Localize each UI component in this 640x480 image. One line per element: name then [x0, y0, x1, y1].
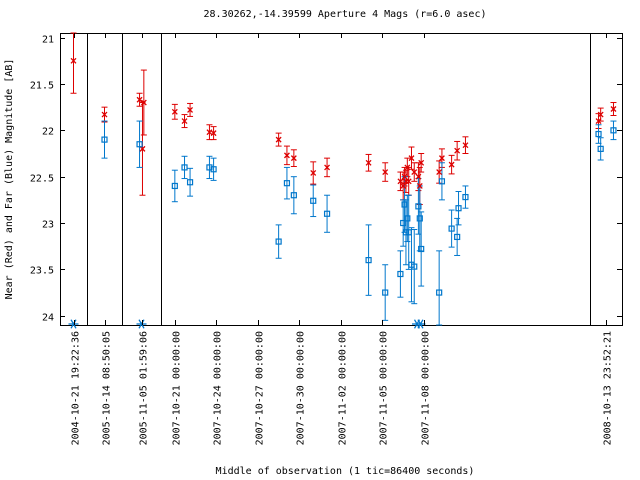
y-tick-label: 22 — [42, 127, 54, 138]
near-point — [438, 155, 445, 162]
far-point — [416, 215, 423, 222]
near-point — [206, 129, 213, 136]
near-point — [382, 169, 389, 176]
far-point — [610, 127, 617, 134]
far-point — [597, 145, 604, 152]
near-point — [595, 118, 602, 125]
x-tick-label: 2005-10-14 08:50:05 — [102, 331, 113, 445]
y-tick-label: 23.5 — [30, 266, 54, 277]
near-point — [462, 142, 469, 149]
far-point — [400, 219, 407, 227]
chart-title: 28.30262,-14.39599 Aperture 4 Mags (r=6.… — [204, 9, 487, 20]
near-point — [181, 118, 188, 125]
far-point — [310, 197, 317, 204]
near-point — [454, 147, 461, 154]
far-point — [275, 238, 282, 245]
near-point — [405, 178, 412, 185]
near-point — [324, 164, 331, 171]
y-tick-label: 21 — [42, 35, 54, 46]
x-tick-label: 2007-10-24 00:00:00 — [213, 331, 224, 445]
y-tick-label: 21.5 — [30, 81, 54, 92]
near-point — [415, 173, 422, 180]
near-point — [411, 169, 418, 176]
far-point — [438, 178, 446, 185]
y-axis: 21 21.5 22 22.5 23 23.5 24 — [30, 35, 622, 324]
near-point — [404, 164, 411, 171]
near-point — [210, 130, 217, 137]
far-point — [181, 164, 188, 171]
x-tick-label: 2007-10-21 00:00:00 — [172, 331, 183, 445]
x-tick-label: 2008-10-13 23:52:21 — [603, 331, 614, 445]
error-bars — [70, 32, 617, 326]
near-point — [597, 111, 604, 118]
near-point — [610, 106, 617, 112]
far-point — [404, 215, 411, 222]
near-point — [448, 161, 455, 168]
x-tick-label: 2007-11-05 00:00:00 — [379, 331, 390, 445]
far-point — [401, 201, 408, 208]
far-point — [206, 164, 213, 171]
far-point — [411, 263, 418, 270]
plot-panel — [590, 33, 623, 326]
x-tick-label: 2007-11-08 00:00:00 — [421, 331, 432, 445]
far-point — [101, 136, 108, 143]
far-point — [283, 180, 291, 187]
y-tick-label: 23 — [42, 220, 54, 231]
far-point — [136, 141, 143, 148]
far-point — [171, 182, 178, 190]
far-point — [186, 179, 194, 186]
far-point — [448, 225, 455, 232]
near-point — [187, 106, 194, 113]
plot-panels — [60, 33, 623, 326]
near-point — [101, 111, 108, 118]
near-point — [171, 108, 178, 115]
x-tick-label: 2007-10-27 00:00:00 — [255, 331, 266, 445]
x-tick-label: 2005-11-05 01:59:06 — [139, 331, 150, 445]
far-point — [405, 229, 412, 236]
x-tick-label: 2004-10-21 19:22:36 — [71, 331, 82, 445]
far-point — [462, 193, 469, 201]
near-point — [416, 182, 423, 189]
near-point — [436, 169, 443, 176]
data-markers — [68, 57, 617, 329]
near-point — [365, 159, 372, 166]
far-point — [454, 233, 461, 241]
far-point — [418, 245, 425, 253]
near-point — [408, 155, 415, 162]
plot-panel — [87, 33, 123, 326]
limit-marker — [415, 319, 426, 329]
x-tick-label: 2007-11-02 00:00:00 — [338, 331, 349, 445]
near-point — [136, 96, 143, 103]
far-point — [365, 257, 372, 264]
x-tick-label: 2007-10-30 00:00:00 — [296, 331, 307, 445]
far-point — [210, 166, 217, 173]
near-point — [310, 170, 317, 176]
far-point — [415, 203, 422, 210]
near-point — [275, 136, 282, 143]
near-point — [140, 99, 147, 106]
limit-marker — [136, 319, 147, 329]
near-point — [70, 57, 77, 64]
far-point — [323, 210, 331, 217]
far-point — [455, 205, 462, 212]
far-point — [382, 289, 389, 296]
y-tick-label: 22.5 — [30, 174, 54, 185]
y-axis-label: Near (Red) and Far (Blue) Magnitude [AB] — [4, 59, 15, 300]
far-point — [436, 289, 443, 296]
near-point — [283, 152, 290, 159]
near-point — [401, 173, 408, 180]
x-axis-label: Middle of observation (1 tic=86400 secon… — [216, 466, 475, 477]
near-point — [397, 178, 404, 185]
near-point — [418, 159, 425, 166]
plot-panel — [161, 33, 591, 326]
near-point — [290, 155, 297, 162]
far-point — [397, 270, 404, 278]
far-point — [290, 192, 297, 199]
far-point — [595, 130, 602, 138]
limit-marker — [68, 319, 79, 329]
y-tick-label: 24 — [42, 313, 54, 324]
x-axis: 2004-10-21 19:22:36 2005-10-14 08:50:05 20… — [71, 33, 614, 445]
near-point — [400, 182, 407, 189]
